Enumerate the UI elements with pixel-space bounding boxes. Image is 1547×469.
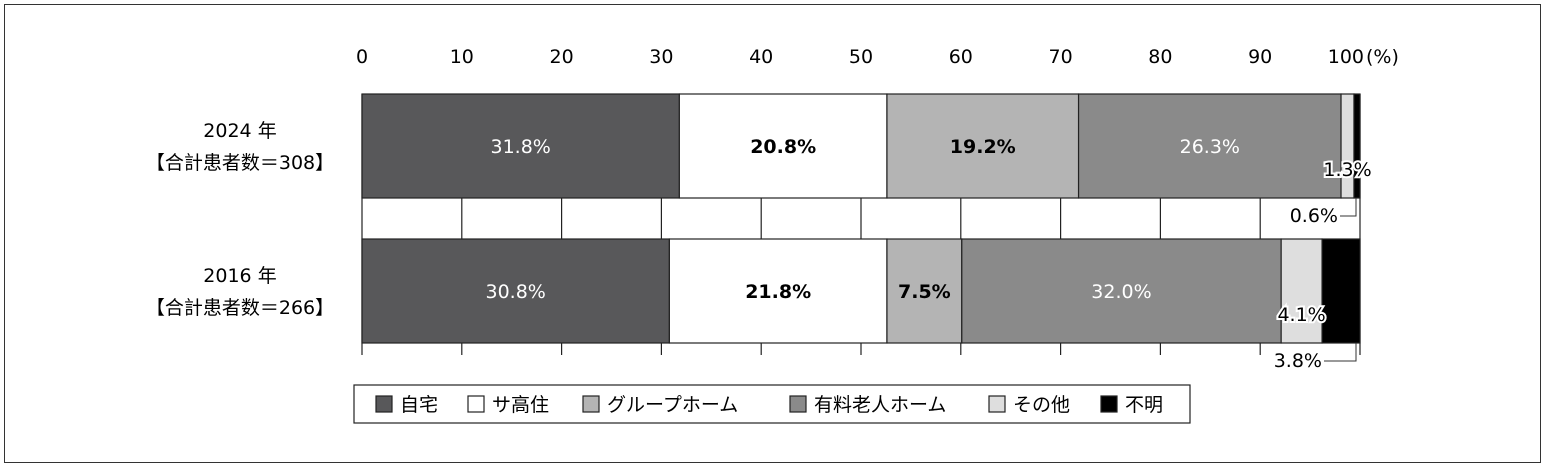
- legend-label: 有料老人ホーム: [814, 394, 946, 416]
- leader-line: [1340, 198, 1357, 217]
- data-label: 26.3%: [1180, 136, 1240, 158]
- bars: [361, 93, 1361, 344]
- data-label: 31.8%: [491, 136, 551, 158]
- x-tick-label: 80: [1148, 46, 1172, 68]
- legend-label: 不明: [1125, 394, 1163, 416]
- data-labels: 31.8% 20.8% 19.2% 26.3% 1.3% 0.6% 30.8% 21.8% 7.…: [486, 136, 1374, 372]
- x-tick-label: 60: [949, 46, 973, 68]
- data-label: 19.2%: [950, 136, 1016, 158]
- legend-swatch: [582, 395, 600, 413]
- legend-label: サ高住: [492, 394, 549, 416]
- category-year-label: 2016 年: [203, 265, 276, 287]
- x-tick-label: 30: [649, 46, 673, 68]
- data-label: 4.1%: [1277, 304, 1325, 326]
- bar-segment: [668, 238, 888, 344]
- x-tick-label: 90: [1248, 46, 1272, 68]
- legend-swatch: [988, 395, 1006, 413]
- data-label: 20.8%: [750, 136, 816, 158]
- legend-swatch: [375, 395, 393, 413]
- data-label: 30.8%: [486, 281, 546, 303]
- legend: 自宅 サ高住 グループホーム 有料老人ホーム その他 不明: [353, 384, 1191, 424]
- x-tick-label: 100: [1328, 46, 1364, 68]
- legend-label: 自宅: [400, 394, 438, 416]
- legend-swatch: [467, 395, 485, 413]
- bar-segment: [886, 238, 963, 344]
- legend-label: グループホーム: [607, 394, 738, 416]
- category-count-label: 【合計患者数＝266】: [146, 297, 334, 319]
- x-axis: 0 10 20 30 40 50 60 70 80 90 100 (%): [356, 46, 1399, 68]
- bar-segment: [961, 238, 1282, 344]
- bar-segment: [1321, 238, 1361, 344]
- category-axis: 2024 年【合計患者数＝308】 2016 年【合計患者数＝266】: [146, 120, 334, 319]
- legend-swatch: [789, 395, 807, 413]
- x-tick-label: 40: [749, 46, 773, 68]
- x-tick-label: 20: [550, 46, 574, 68]
- data-label: 32.0%: [1091, 281, 1151, 303]
- x-tick-label: 70: [1049, 46, 1073, 68]
- data-label: 7.5%: [898, 281, 951, 303]
- data-label: 3.8%: [1274, 350, 1322, 372]
- data-label: 1.3%: [1323, 159, 1371, 181]
- bar-segment: [1280, 238, 1323, 344]
- x-unit-label: (%): [1366, 46, 1399, 68]
- x-tick-label: 0: [356, 46, 368, 68]
- x-tick-label: 10: [450, 46, 474, 68]
- leader-line: [1324, 343, 1357, 362]
- legend-box: [353, 384, 1191, 424]
- bar-segment: [1353, 93, 1361, 199]
- legend-label: その他: [1013, 394, 1070, 416]
- bar-segment: [678, 93, 888, 199]
- bar-segment: [361, 93, 680, 199]
- legend-swatch: [1100, 395, 1118, 413]
- data-label: 21.8%: [745, 281, 811, 303]
- category-count-label: 【合計患者数＝308】: [146, 152, 334, 174]
- data-label: 0.6%: [1290, 205, 1338, 227]
- category-year-label: 2024 年: [203, 120, 276, 142]
- bar-segment: [1340, 93, 1355, 199]
- x-tick-label: 50: [849, 46, 873, 68]
- chart-frame: [4, 4, 1541, 463]
